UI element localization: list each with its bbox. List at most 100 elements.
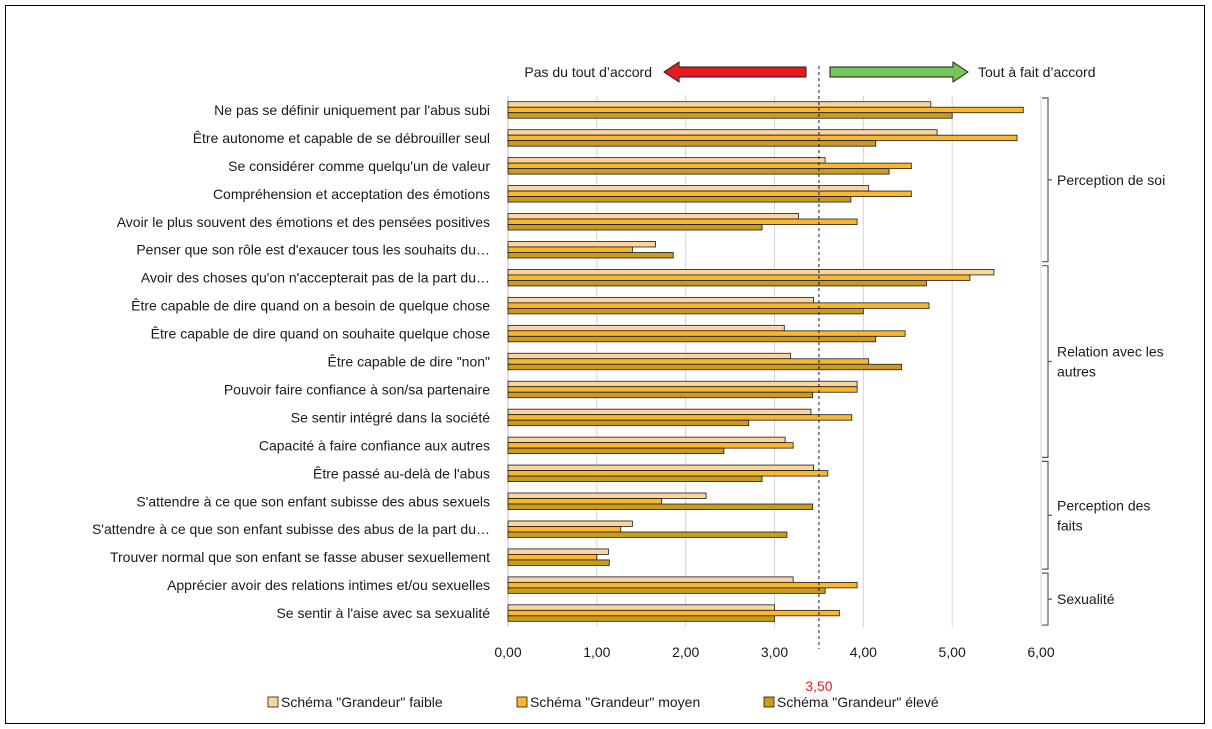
- group-label: Perception des: [1057, 497, 1150, 513]
- group-label: Relation avec les: [1057, 344, 1164, 360]
- right-arrow-label: Tout à fait d’accord: [978, 64, 1096, 80]
- category-label: Trouver normal que son enfant se fasse a…: [110, 549, 490, 565]
- category-label: Capacité à faire confiance aux autres: [259, 437, 490, 453]
- bar: [507, 269, 995, 276]
- category-label: Pouvoir faire confiance à son/sa partena…: [224, 381, 490, 397]
- bar: [507, 470, 829, 477]
- category-label: Se considérer comme quelqu'un de valeur: [228, 158, 490, 174]
- category-label: Avoir des choses qu'on n'accepterait pas…: [141, 270, 490, 286]
- bar: [507, 274, 971, 281]
- bar: [507, 280, 927, 287]
- x-tick-label: 4,00: [850, 644, 877, 660]
- left-arrow-label: Pas du tout d’accord: [524, 64, 652, 80]
- bar: [507, 213, 799, 220]
- category-label: Apprécier avoir des relations intimes et…: [167, 577, 490, 593]
- legend-swatch: [267, 696, 279, 708]
- bar: [507, 531, 788, 538]
- group-label: Perception de soi: [1057, 172, 1165, 188]
- bar: [507, 526, 622, 533]
- bar: [507, 302, 930, 309]
- bar: [507, 554, 598, 561]
- bar: [507, 414, 853, 421]
- bar: [507, 520, 633, 527]
- bar: [507, 604, 775, 611]
- x-tick-label: 5,00: [939, 644, 966, 660]
- bar: [507, 419, 750, 427]
- group-bracket: [1042, 265, 1052, 458]
- group-bracket: [1042, 97, 1052, 263]
- bar: [507, 503, 814, 510]
- bar: [507, 218, 858, 225]
- x-tick-label: 6,00: [1027, 644, 1054, 660]
- bar: [507, 112, 953, 119]
- category-label: S'attendre à ce que son enfant subisse d…: [92, 521, 490, 537]
- bar: [507, 581, 858, 589]
- category-label: Être capable de dire quand on a besoin d…: [131, 298, 490, 314]
- bar: [507, 246, 633, 253]
- bar: [507, 352, 791, 360]
- bar: [507, 157, 826, 164]
- bar: [507, 436, 786, 444]
- bar: [507, 615, 775, 622]
- category-label: Compréhension et acceptation des émotion…: [213, 186, 490, 202]
- category-label: S'attendre à ce que son enfant subisse d…: [136, 493, 490, 509]
- bar: [507, 386, 858, 393]
- bar: [507, 475, 763, 482]
- group-label: faits: [1057, 517, 1083, 533]
- bar: [507, 559, 610, 566]
- bar: [507, 576, 794, 583]
- bar: [507, 296, 814, 304]
- bar: [507, 129, 938, 136]
- legend-label: Schéma "Grandeur" élevé: [777, 694, 939, 710]
- group-bracket: [1042, 572, 1052, 626]
- category-label: Se sentir à l'aise avec sa sexualité: [276, 605, 490, 621]
- bar: [507, 190, 912, 197]
- bar: [507, 196, 852, 203]
- x-tick-label: 3,00: [761, 644, 788, 660]
- category-label: Être passé au-delà de l'abus: [313, 465, 490, 481]
- legend-swatch: [763, 696, 775, 708]
- bar: [507, 106, 1024, 114]
- category-label: Se sentir intégré dans la société: [291, 409, 490, 425]
- bar: [507, 162, 912, 170]
- bar: [507, 548, 609, 555]
- bar: [507, 358, 870, 365]
- bar: [507, 168, 890, 175]
- category-label: Ne pas se définir uniquement par l'abus …: [214, 102, 490, 118]
- bar: [507, 330, 906, 337]
- category-label: Être autonome et capable de se débrouill…: [193, 130, 490, 146]
- bar: [507, 134, 1018, 142]
- bar: [507, 464, 814, 471]
- bar: [507, 408, 812, 416]
- bar: [507, 609, 840, 617]
- group-label: Sexualité: [1057, 591, 1115, 607]
- bar: [507, 224, 763, 231]
- bar: [507, 380, 858, 388]
- x-tick-label: 1,00: [583, 644, 610, 660]
- right-arrow-icon: [829, 61, 969, 83]
- x-tick-label: 0,00: [494, 644, 521, 660]
- bar: [507, 335, 877, 343]
- category-label: Penser que son rôle est d'exaucer tous l…: [136, 242, 490, 258]
- bar: [507, 587, 826, 594]
- legend-label: Schéma "Grandeur" faible: [281, 694, 443, 710]
- bar: [507, 101, 932, 108]
- bar: [507, 140, 877, 147]
- bar: [507, 391, 814, 399]
- bar: [507, 363, 902, 371]
- bar: [507, 241, 656, 248]
- group-bracket: [1042, 460, 1052, 570]
- left-arrow-icon: [663, 61, 807, 83]
- group-label: autres: [1057, 364, 1096, 380]
- bar: [507, 492, 707, 499]
- reference-line-label: 3,50: [805, 678, 832, 694]
- category-label: Avoir le plus souvent des émotions et de…: [117, 214, 490, 230]
- category-label: Être capable de dire "non": [328, 354, 491, 370]
- x-tick-label: 2,00: [672, 644, 699, 660]
- legend-swatch: [516, 696, 528, 708]
- bar: [507, 442, 794, 449]
- legend-label: Schéma "Grandeur" moyen: [530, 694, 700, 710]
- bar: [507, 447, 725, 455]
- category-label: Être capable de dire quand on souhaite q…: [151, 326, 491, 342]
